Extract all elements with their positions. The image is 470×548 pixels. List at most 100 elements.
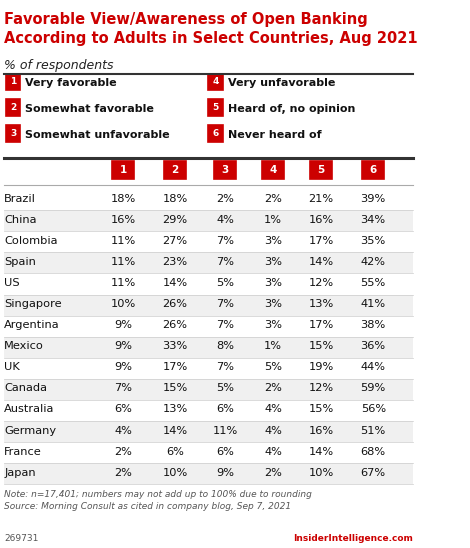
Text: 33%: 33%	[163, 341, 188, 351]
Text: 4: 4	[212, 77, 219, 87]
Text: 14%: 14%	[308, 447, 334, 456]
Text: InsiderIntelligence.com: InsiderIntelligence.com	[293, 534, 413, 543]
Text: 17%: 17%	[163, 362, 188, 372]
Text: 4%: 4%	[114, 426, 132, 436]
Text: 42%: 42%	[360, 257, 386, 267]
Text: Favorable View/Awareness of Open Banking
According to Adults in Select Countries: Favorable View/Awareness of Open Banking…	[4, 12, 418, 45]
FancyBboxPatch shape	[262, 161, 284, 180]
FancyBboxPatch shape	[209, 100, 222, 116]
Text: 27%: 27%	[163, 236, 188, 246]
Text: 11%: 11%	[212, 426, 238, 436]
FancyBboxPatch shape	[112, 161, 134, 180]
Text: 14%: 14%	[163, 426, 188, 436]
Text: 2%: 2%	[264, 193, 282, 203]
Text: 10%: 10%	[163, 468, 188, 478]
Text: 41%: 41%	[360, 299, 386, 309]
Text: US: US	[4, 278, 20, 288]
Text: 5: 5	[212, 103, 219, 112]
Text: 12%: 12%	[308, 278, 334, 288]
Text: 29%: 29%	[163, 215, 188, 225]
Text: 6%: 6%	[216, 447, 234, 456]
Text: 3%: 3%	[264, 257, 282, 267]
Text: 56%: 56%	[360, 404, 386, 414]
Text: 3%: 3%	[264, 278, 282, 288]
FancyBboxPatch shape	[4, 210, 413, 231]
Text: Colombia: Colombia	[4, 236, 58, 246]
Text: 5%: 5%	[216, 278, 234, 288]
Text: 7%: 7%	[114, 384, 132, 393]
Text: 9%: 9%	[114, 362, 132, 372]
FancyBboxPatch shape	[4, 421, 413, 442]
Text: 51%: 51%	[360, 426, 386, 436]
Text: 18%: 18%	[163, 193, 188, 203]
Text: 16%: 16%	[308, 215, 334, 225]
FancyBboxPatch shape	[4, 463, 413, 484]
Text: 8%: 8%	[216, 341, 234, 351]
Text: 23%: 23%	[163, 257, 188, 267]
Text: 2%: 2%	[264, 384, 282, 393]
Text: 4%: 4%	[216, 215, 234, 225]
FancyBboxPatch shape	[4, 295, 413, 316]
Text: 4%: 4%	[264, 447, 282, 456]
Text: Spain: Spain	[4, 257, 36, 267]
Text: 13%: 13%	[163, 404, 188, 414]
Text: 26%: 26%	[163, 320, 188, 330]
Text: 18%: 18%	[110, 193, 136, 203]
Text: 11%: 11%	[110, 278, 136, 288]
Text: Very favorable: Very favorable	[25, 78, 117, 88]
Text: 68%: 68%	[360, 447, 386, 456]
Text: 44%: 44%	[360, 362, 386, 372]
Text: 6%: 6%	[216, 404, 234, 414]
Text: 67%: 67%	[360, 468, 386, 478]
Text: Germany: Germany	[4, 426, 56, 436]
Text: 26%: 26%	[163, 299, 188, 309]
Text: 35%: 35%	[360, 236, 386, 246]
Text: 17%: 17%	[308, 236, 334, 246]
Text: 11%: 11%	[110, 257, 136, 267]
Text: 21%: 21%	[308, 193, 334, 203]
Text: Canada: Canada	[4, 384, 47, 393]
Text: Never heard of: Never heard of	[227, 130, 321, 140]
Text: 6%: 6%	[114, 404, 132, 414]
Text: Argentina: Argentina	[4, 320, 60, 330]
Text: 1%: 1%	[264, 215, 282, 225]
Text: Singapore: Singapore	[4, 299, 62, 309]
Text: Australia: Australia	[4, 404, 55, 414]
Text: 5: 5	[317, 165, 325, 175]
Text: 2%: 2%	[264, 468, 282, 478]
Text: 7%: 7%	[216, 236, 234, 246]
Text: Somewhat favorable: Somewhat favorable	[25, 104, 154, 114]
Text: 5%: 5%	[264, 362, 282, 372]
Text: 2%: 2%	[114, 447, 132, 456]
Text: 5%: 5%	[216, 384, 234, 393]
Text: Somewhat unfavorable: Somewhat unfavorable	[25, 130, 170, 140]
Text: 3: 3	[221, 165, 229, 175]
FancyBboxPatch shape	[209, 73, 222, 90]
Text: 55%: 55%	[360, 278, 386, 288]
Text: 6%: 6%	[166, 447, 184, 456]
Text: 6: 6	[369, 165, 377, 175]
Text: 39%: 39%	[360, 193, 386, 203]
Text: 9%: 9%	[114, 341, 132, 351]
Text: 16%: 16%	[308, 426, 334, 436]
Text: Brazil: Brazil	[4, 193, 36, 203]
Text: 36%: 36%	[360, 341, 386, 351]
Text: 7%: 7%	[216, 257, 234, 267]
Text: 2%: 2%	[216, 193, 234, 203]
Text: 15%: 15%	[308, 341, 334, 351]
Text: 13%: 13%	[308, 299, 334, 309]
Text: 3%: 3%	[264, 299, 282, 309]
Text: 19%: 19%	[308, 362, 334, 372]
Text: 10%: 10%	[308, 468, 334, 478]
Text: 2: 2	[10, 103, 16, 112]
Text: Mexico: Mexico	[4, 341, 44, 351]
Text: 14%: 14%	[163, 278, 188, 288]
Text: 1%: 1%	[264, 341, 282, 351]
FancyBboxPatch shape	[6, 125, 20, 141]
FancyBboxPatch shape	[164, 161, 186, 180]
FancyBboxPatch shape	[6, 100, 20, 116]
Text: 4%: 4%	[264, 404, 282, 414]
Text: 4: 4	[269, 165, 277, 175]
FancyBboxPatch shape	[310, 161, 332, 180]
Text: 3%: 3%	[264, 236, 282, 246]
